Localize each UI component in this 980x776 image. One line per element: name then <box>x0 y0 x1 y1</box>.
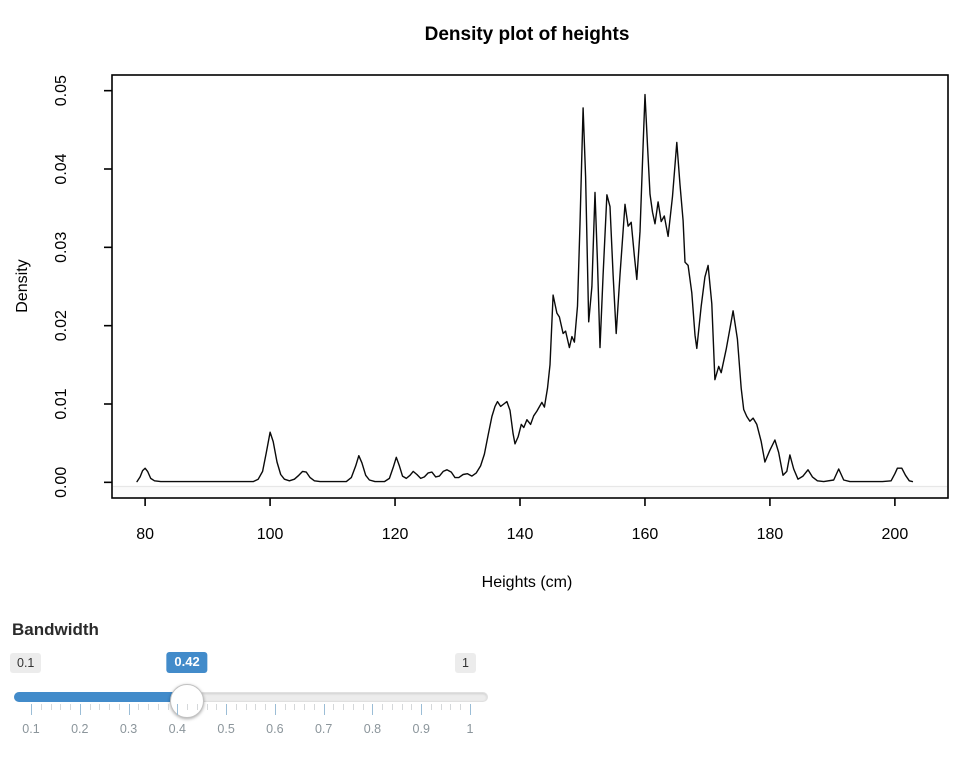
y-tick-label: 0.00 <box>53 467 70 498</box>
slider-grid-label[interactable]: 0.9 <box>412 722 430 736</box>
slider-grid: 0.1 0.2 0.3 0.4 0.5 0.6 0.7 0.8 0.9 1 <box>10 650 492 750</box>
slider-grid-minor-tick <box>352 704 354 710</box>
slider-grid-minor-tick <box>450 704 452 710</box>
slider-grid-minor-tick <box>294 704 296 710</box>
slider-grid-minor-tick <box>343 704 345 710</box>
slider-grid-minor-tick <box>196 704 198 710</box>
slider-grid-label[interactable]: 0.4 <box>168 722 187 736</box>
slider-grid-label[interactable]: 0.2 <box>71 722 89 736</box>
slider-grid-minor-tick <box>40 704 42 710</box>
slider-grid-minor-tick <box>245 704 247 710</box>
slider-grid-label[interactable]: 0.8 <box>363 722 382 736</box>
slider-grid-minor-tick <box>157 704 159 710</box>
slider-grid-minor-tick <box>255 704 257 710</box>
slider-fill-bar[interactable] <box>14 692 188 702</box>
slider-grid-minor-tick <box>167 704 169 710</box>
slider-grid-minor-tick <box>440 704 442 710</box>
slider-grid-major-tick <box>79 704 81 715</box>
slider-grid-major-tick <box>470 704 471 715</box>
y-tick-label: 0.02 <box>53 310 70 341</box>
slider-max-badge: 1 <box>455 653 476 674</box>
x-tick-label: 200 <box>882 526 909 543</box>
slider-grid-major-tick <box>177 704 179 715</box>
slider-grid-label[interactable]: 1 <box>466 722 474 736</box>
slider-grid-minor-tick <box>206 704 208 710</box>
x-tick-label: 100 <box>257 526 284 543</box>
slider-handle[interactable] <box>170 684 205 718</box>
bandwidth-label: Bandwidth <box>12 620 99 639</box>
slider-grid-label[interactable]: 0.5 <box>217 722 235 736</box>
slider-grid-major-tick <box>31 704 32 715</box>
slider-grid-major-tick <box>323 704 325 715</box>
density-curve <box>136 93 914 483</box>
slider-grid-minor-tick <box>235 704 237 710</box>
slider-grid-minor-tick <box>313 704 315 710</box>
slider-grid-minor-tick <box>50 704 52 710</box>
slider-grid-minor-tick <box>99 704 101 710</box>
x-tick-label: 120 <box>382 526 409 543</box>
slider-grid-minor-tick <box>284 704 286 710</box>
slider-grid-minor-tick <box>70 704 72 710</box>
slider-grid-label[interactable]: 0.7 <box>314 722 333 736</box>
slider-grid-major-tick <box>274 704 276 715</box>
slider-grid-minor-tick <box>60 704 62 710</box>
slider-grid-minor-tick <box>118 704 120 710</box>
plot-box <box>111 74 949 499</box>
slider-grid-minor-tick <box>89 704 91 710</box>
slider-grid-minor-tick <box>187 704 189 710</box>
y-tick-label: 0.05 <box>53 75 70 106</box>
slider-grid-minor-tick <box>362 704 364 710</box>
x-tick-label: 180 <box>757 526 784 543</box>
x-tick-label: 160 <box>632 526 659 543</box>
slider-grid-minor-tick <box>411 704 413 710</box>
slider-grid-minor-tick <box>138 704 140 710</box>
slider-grid-minor-tick <box>109 704 111 710</box>
density-plot: Density plot of heights 80 100 120 140 160 180… <box>14 24 949 591</box>
plot-baseline-band <box>113 486 947 497</box>
slider-grid-minor-tick <box>148 704 150 710</box>
slider-grid-minor-tick <box>265 704 267 710</box>
slider-grid-major-tick <box>128 704 130 715</box>
y-tick-label: 0.04 <box>53 153 70 184</box>
plot-title: Density plot of heights <box>425 24 630 45</box>
slider-grid-label[interactable]: 0.6 <box>266 722 284 736</box>
slider-min-badge: 0.1 <box>10 653 42 674</box>
slider-grid-minor-tick <box>460 704 462 710</box>
slider-grid-minor-tick <box>333 704 335 710</box>
slider-grid-minor-tick <box>304 704 306 710</box>
y-tick-label: 0.03 <box>53 232 70 263</box>
y-axis-label: Density <box>14 259 31 312</box>
bandwidth-slider[interactable]: 0.1 1 0.42 0.1 0.2 0.3 0.4 0.5 0.6 0.7 0.8 0.9 1 <box>10 650 492 750</box>
slider-grid-minor-tick <box>216 704 218 710</box>
slider-grid-major-tick <box>372 704 374 715</box>
slider-grid-minor-tick <box>391 704 393 710</box>
x-axis-label: Heights (cm) <box>482 574 573 591</box>
slider-grid-label[interactable]: 0.1 <box>22 722 40 736</box>
slider-grid-minor-tick <box>382 704 384 710</box>
y-tick-label: 0.01 <box>53 388 70 419</box>
x-tick-label: 80 <box>136 526 154 543</box>
slider-value-badge: 0.42 <box>166 652 208 673</box>
x-tick-label: 140 <box>507 526 534 543</box>
slider-grid-minor-tick <box>401 704 403 710</box>
slider-grid-major-tick <box>421 704 423 715</box>
slider-grid-major-tick <box>226 704 228 715</box>
slider-grid-minor-tick <box>430 704 432 710</box>
slider-grid-label[interactable]: 0.3 <box>119 722 138 736</box>
